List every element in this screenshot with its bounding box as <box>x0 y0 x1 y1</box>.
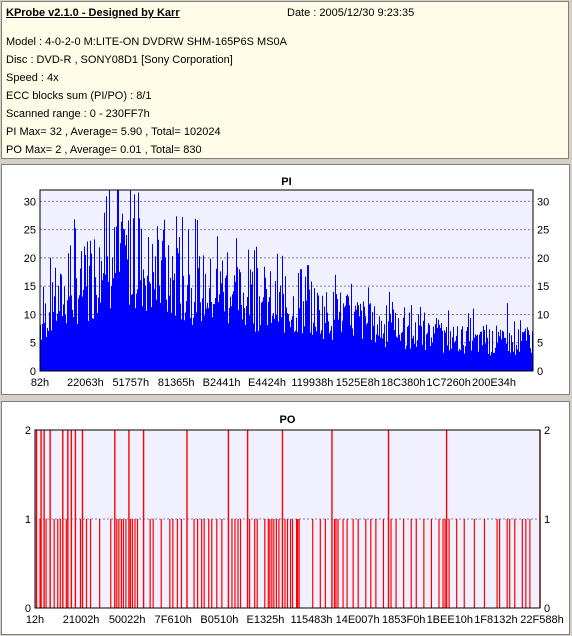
x-tick-label: 18C380h <box>381 377 426 389</box>
y-tick-label-right: 0 <box>537 366 543 378</box>
x-tick-label: 82h <box>31 377 49 389</box>
y-tick-label-right: 30 <box>537 196 549 208</box>
y-tick-label-left: 5 <box>30 338 36 350</box>
chart-title: PI <box>281 176 291 188</box>
info-po-stats: PO Max= 2 , Average= 0.01 , Total= 830 <box>6 144 202 156</box>
x-tick-label: 50022h <box>109 614 146 626</box>
info-ecc: ECC blocks sum (PI/PO) : 8/1 <box>6 90 152 102</box>
info-disc: Disc : DVD-R , SONY08D1 [Sony Corporatio… <box>6 54 233 66</box>
y-tick-label-left: 0 <box>25 603 31 615</box>
po-chart: PO 0 0 1 1 2 2 12h 21002h 50022h 7F610h B0510h E1325… <box>25 414 564 626</box>
x-tick-label: 1525E8h <box>336 377 380 389</box>
x-tick-label: 12h <box>26 614 44 626</box>
y-tick-label-right: 20 <box>537 253 549 265</box>
y-tick-label-right: 2 <box>544 425 550 437</box>
x-tick-label: 1F8132h <box>474 614 517 626</box>
y-tick-label-left: 1 <box>25 514 31 526</box>
y-tick-label-right: 0 <box>544 603 550 615</box>
x-tick-label: E4424h <box>248 377 286 389</box>
x-tick-label: 22063h <box>67 377 104 389</box>
y-tick-label-right: 15 <box>537 281 549 293</box>
y-tick-label-left: 10 <box>24 309 36 321</box>
info-pi-stats: PI Max= 32 , Average= 5.90 , Total= 1020… <box>6 126 221 138</box>
x-tick-label: 81365h <box>158 377 195 389</box>
app-title: KProbe v2.1.0 - Designed by Karr <box>6 7 180 19</box>
x-tick-label: 22F588h <box>520 614 563 626</box>
x-tick-label: 200E34h <box>472 377 516 389</box>
x-tick-label: 1853F0h <box>382 614 425 626</box>
pi-chart: PI 0 0 5 5 10 10 15 15 20 20 25 25 30 30 82h 22063h 51757… <box>24 176 550 389</box>
x-tick-label: 115483h <box>291 614 333 626</box>
info-range: Scanned range : 0 - 230FF7h <box>6 108 150 120</box>
y-tick-label-left: 15 <box>24 281 36 293</box>
chart-title: PO <box>280 414 296 426</box>
info-speed: Speed : 4x <box>6 72 59 84</box>
po-chart-panel: PO 0 0 1 1 2 2 12h 21002h 50022h 7F610h B0510h E1325… <box>1 401 570 635</box>
x-tick-label: 51757h <box>112 377 149 389</box>
info-model: Model : 4-0-2-0 M:LITE-ON DVDRW SHM-165P… <box>6 36 287 48</box>
pi-chart-panel: PI 0 0 5 5 10 10 15 15 20 20 25 25 30 30 82h 22063h 51757… <box>1 164 570 395</box>
y-tick-label-right: 10 <box>537 309 549 321</box>
info-panel: KProbe v2.1.0 - Designed by Karr Date : … <box>1 1 569 159</box>
y-tick-label-left: 25 <box>24 225 36 237</box>
x-tick-label: E1325h <box>246 614 284 626</box>
x-tick-label: 7F610h <box>155 614 192 626</box>
y-tick-label-left: 2 <box>25 425 31 437</box>
y-tick-label-right: 1 <box>544 514 550 526</box>
x-tick-label: 14E007h <box>336 614 380 626</box>
scan-date: Date : 2005/12/30 9:23:35 <box>287 7 415 19</box>
plot-border <box>34 429 541 609</box>
x-tick-label: 1C7260h <box>426 377 471 389</box>
y-tick-label-left: 20 <box>24 253 36 265</box>
plot-border <box>39 189 534 372</box>
y-tick-label-right: 25 <box>537 225 549 237</box>
x-tick-label: 119938h <box>291 377 333 389</box>
x-tick-label: B2441h <box>203 377 241 389</box>
x-tick-label: B0510h <box>200 614 238 626</box>
y-tick-label-left: 0 <box>30 366 36 378</box>
y-tick-label-left: 30 <box>24 196 36 208</box>
x-tick-label: 1BEE10h <box>427 614 473 626</box>
x-tick-label: 21002h <box>63 614 100 626</box>
y-tick-label-right: 5 <box>537 338 543 350</box>
